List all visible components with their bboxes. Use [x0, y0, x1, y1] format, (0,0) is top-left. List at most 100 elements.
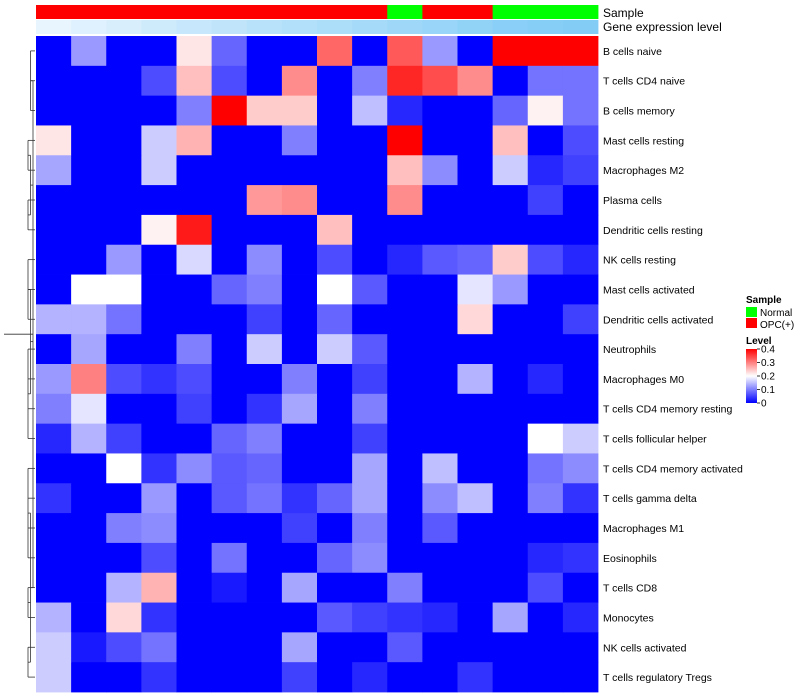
heatmap-cell: [527, 662, 564, 693]
heatmap-cell: [71, 542, 107, 574]
heatmap-cell: [106, 125, 142, 156]
heatmap-cell: [246, 423, 283, 454]
heatmap-cell: [281, 304, 318, 335]
heatmap-cell: [211, 393, 248, 425]
heatmap-cell: [246, 65, 283, 97]
heatmap-cell: [71, 483, 107, 514]
sample-annotation-cell: [176, 5, 213, 19]
heatmap-cell: [457, 662, 494, 693]
heatmap-cell: [36, 572, 72, 603]
heatmap-cell: [562, 334, 599, 365]
heatmap-cell: [562, 602, 599, 633]
expression-annotation-cell: [492, 20, 529, 34]
heatmap-cell: [387, 65, 423, 97]
heatmap-cell: [71, 244, 107, 275]
heatmap-cell: [106, 423, 142, 454]
heatmap-cell: [457, 423, 494, 454]
heatmap-cell: [317, 423, 353, 454]
heatmap-cell: [211, 542, 248, 574]
heatmap-cell: [527, 602, 564, 633]
heatmap-cell: [71, 304, 107, 335]
heatmap-cell: [36, 632, 72, 663]
heatmap-cell: [492, 95, 529, 126]
heatmap-cell: [141, 304, 177, 335]
heatmap-cell: [141, 483, 177, 514]
heatmap-cell: [492, 453, 529, 484]
heatmap-cell: [211, 572, 248, 603]
heatmap-cell: [246, 185, 283, 216]
sample-annotation-cell: [71, 5, 107, 19]
heatmap-cell: [317, 155, 353, 186]
heatmap-cell: [387, 95, 423, 126]
heatmap-cell: [281, 632, 318, 663]
heatmap-cell: [387, 214, 423, 246]
heatmap-cell: [246, 244, 283, 275]
heatmap-cell: [211, 364, 248, 395]
heatmap-cell: [211, 65, 248, 97]
heatmap-cell: [71, 662, 107, 693]
row-label: NK cells resting: [603, 255, 676, 267]
row-label: T cells CD8: [603, 583, 657, 595]
heatmap-cell: [562, 65, 599, 97]
heatmap-cell: [36, 662, 72, 693]
annotation-label-gene-expression: Gene expression level: [603, 20, 722, 34]
heatmap-cell: [176, 662, 213, 693]
heatmap-cell: [457, 65, 494, 97]
row-label: Eosinophils: [603, 553, 657, 565]
heatmap-cell: [106, 214, 142, 246]
heatmap-cell: [176, 602, 213, 633]
heatmap-cell: [176, 423, 213, 454]
heatmap-cell: [71, 393, 107, 425]
row-label: T cells CD4 memory activated: [603, 463, 743, 475]
heatmap-cell: [492, 662, 529, 693]
expression-annotation-cell: [562, 20, 599, 34]
heatmap-cell: [176, 95, 213, 126]
heatmap-cell: [246, 602, 283, 633]
heatmap-cell: [106, 36, 142, 67]
heatmap-cell: [176, 483, 213, 514]
heatmap-cell: [281, 274, 318, 305]
heatmap-cell: [211, 304, 248, 335]
heatmap-cell: [281, 483, 318, 514]
heatmap-cell: [176, 453, 213, 484]
heatmap-cell: [281, 572, 318, 603]
heatmap-cell: [246, 572, 283, 603]
heatmap-cell: [246, 334, 283, 365]
heatmap-cell: [106, 274, 142, 305]
heatmap-cell: [281, 334, 318, 365]
heatmap-cell: [422, 513, 458, 544]
heatmap-cell: [457, 214, 494, 246]
heatmap-cell: [176, 632, 213, 663]
heatmap-cell: [422, 155, 458, 186]
heatmap-cell: [281, 65, 318, 97]
heatmap-cell: [562, 542, 599, 574]
heatmap-cell: [141, 453, 177, 484]
heatmap-cell: [492, 393, 529, 425]
heatmap-cell: [106, 483, 142, 514]
heatmap-cell: [36, 453, 72, 484]
heatmap-cell: [36, 95, 72, 126]
heatmap-cell: [71, 36, 107, 67]
heatmap-cell: [562, 274, 599, 305]
row-label: Dendritic cells activated: [603, 314, 713, 326]
heatmap-cell: [352, 36, 388, 67]
heatmap-cell: [352, 155, 388, 186]
heatmap-cell: [281, 364, 318, 395]
heatmap-cell: [71, 125, 107, 156]
heatmap-cell: [281, 662, 318, 693]
heatmap-cell: [457, 364, 494, 395]
heatmap-cell: [281, 423, 318, 454]
heatmap-cell: [106, 95, 142, 126]
heatmap-cell: [387, 36, 423, 67]
heatmap-cell: [71, 185, 107, 216]
heatmap-cell: [527, 95, 564, 126]
heatmap-cell: [141, 364, 177, 395]
heatmap-cell: [141, 632, 177, 663]
heatmap-cell: [457, 393, 494, 425]
sample-legend: Sample Normal OPC(+): [746, 295, 794, 331]
heatmap-cell: [492, 274, 529, 305]
row-label: Macrophages M0: [603, 374, 684, 386]
heatmap-cell: [352, 602, 388, 633]
heatmap-cell: [422, 602, 458, 633]
heatmap-cell: [457, 513, 494, 544]
